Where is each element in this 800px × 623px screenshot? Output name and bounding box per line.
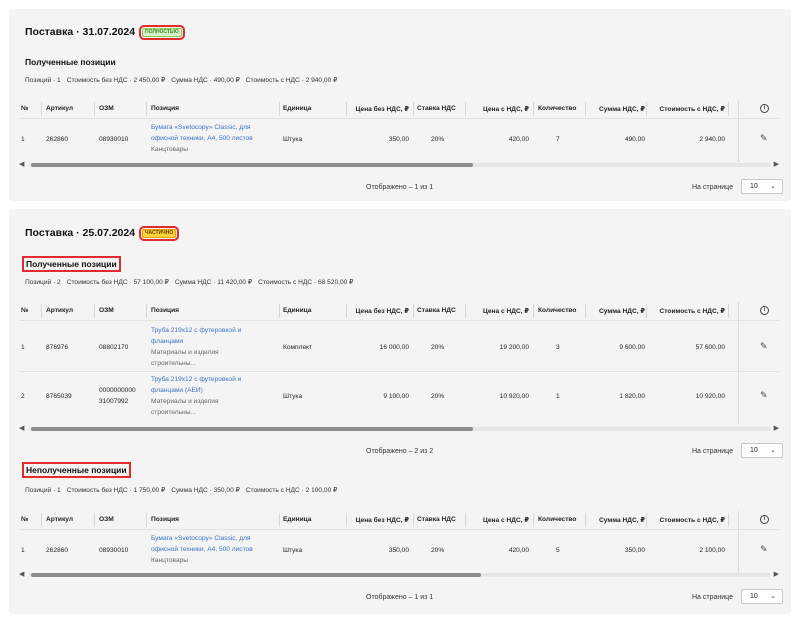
delivery-card-1: Поставка · 31.07.2024 ПОЛНОСТЬЮ Полученн… [9,9,791,201]
section-summary: Позиций · 1 Стоимость без НДС · 2 450,00 … [25,77,338,84]
position-link[interactable]: фланцами (АЕИ) [151,387,203,394]
section-summary: Позиций · 1 Стоимость без НДС · 1 750,00 … [25,487,338,494]
table-row[interactable]: 1 262860 08930010 Бумага «Svetocopy» Cla… [21,535,768,564]
table-row[interactable]: 1 262860 08930010 Бумага «Svetocopy» Cla… [21,124,768,153]
table-header: № Артикул ОЗМ Позиция Единица Цена без Н… [19,100,779,118]
shown-count: Отображено – 1 из 1 [366,184,434,191]
shown-count: Отображено – 2 из 2 [366,448,434,455]
table-header: № Артикул ОЗМ Позиция Единица Цена без Н… [19,511,779,529]
position-link[interactable]: фланцами [151,338,184,345]
position-link[interactable]: Бумага «Svetocopy» Classic, для [151,124,251,131]
section-title: Неполученные позиции [22,462,131,478]
per-page-label: На странице [692,594,733,601]
scrollbar-thumb[interactable] [31,427,473,431]
scroll-right-icon[interactable]: ▶ [773,161,779,168]
shown-count: Отображено – 1 из 1 [366,594,434,601]
scroll-left-icon[interactable]: ◀ [19,425,25,432]
scroll-right-icon[interactable]: ▶ [773,425,779,432]
per-page-select[interactable]: 10 ⌄ [741,443,783,458]
horizontal-scrollbar[interactable]: ◀ ▶ [19,425,779,433]
table-header: № Артикул ОЗМ Позиция Единица Цена без Н… [19,302,779,320]
chevron-down-icon: ⌄ [770,183,776,190]
positions-table: № Артикул ОЗМ Позиция Единица Цена без Н… [19,302,779,424]
status-badge: ПОЛНОСТЬЮ [139,24,185,40]
per-page-select[interactable]: 10 ⌄ [741,179,783,194]
position-link[interactable]: офисной техники, А4, 500 листов [151,546,253,553]
scroll-left-icon[interactable]: ◀ [19,161,25,168]
scrollbar-thumb[interactable] [31,573,481,577]
scroll-left-icon[interactable]: ◀ [19,571,25,578]
position-link[interactable]: Труба 219х12 с футеровкой и [151,327,242,334]
section-title: Полученные позиции [22,256,121,272]
table-row[interactable]: 1 876976 08802170 Труба 219х12 с футеров… [21,327,768,367]
horizontal-scrollbar[interactable]: ◀ ▶ [19,161,779,169]
edit-pencil-icon[interactable]: ✎ [760,133,768,143]
delivery-title: Поставка · 31.07.2024 ПОЛНОСТЬЮ [25,24,185,40]
scrollbar-thumb[interactable] [31,163,473,167]
info-icon[interactable]: i [760,515,769,524]
per-page-label: На странице [692,184,733,191]
per-page-label: На странице [692,448,733,455]
chevron-down-icon: ⌄ [770,447,776,454]
status-badge: ЧАСТИЧНО [138,225,180,241]
position-link[interactable]: офисной техники, А4, 500 листов [151,135,253,142]
edit-pencil-icon[interactable]: ✎ [760,341,768,351]
section-summary: Позиций · 2 Стоимость без НДС · 57 100,00… [25,279,354,286]
position-link[interactable]: Труба 219х12 с футеровкой и [151,376,242,383]
positions-table: № Артикул ОЗМ Позиция Единица Цена без Н… [19,100,779,170]
info-icon[interactable]: i [760,306,769,315]
scroll-right-icon[interactable]: ▶ [773,571,779,578]
section-title: Полученные позиции [25,57,116,67]
positions-table: № Артикул ОЗМ Позиция Единица Цена без Н… [19,511,779,575]
info-icon[interactable]: i [760,104,769,113]
table-row[interactable]: 2 8765039 0000000000 31007992 Труба 219х… [21,376,768,416]
delivery-card-2: Поставка · 25.07.2024 ЧАСТИЧНО Полученны… [9,209,791,614]
per-page-select[interactable]: 10 ⌄ [741,589,783,604]
edit-pencil-icon[interactable]: ✎ [760,544,768,554]
edit-pencil-icon[interactable]: ✎ [760,390,768,400]
delivery-title: Поставка · 25.07.2024 ЧАСТИЧНО [25,225,180,241]
chevron-down-icon: ⌄ [770,593,776,600]
horizontal-scrollbar[interactable]: ◀ ▶ [19,571,779,579]
position-link[interactable]: Бумага «Svetocopy» Classic, для [151,535,251,542]
